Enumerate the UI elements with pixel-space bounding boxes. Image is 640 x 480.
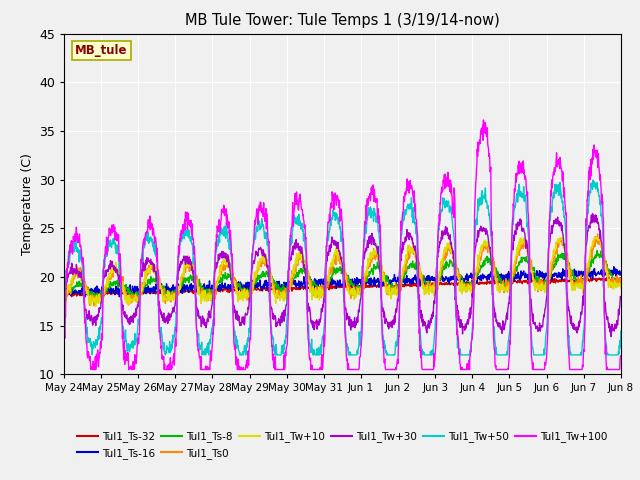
Tul1_Tw+10 [60, 295, 68, 301]
Tul1_Ts-16 [60, 289, 68, 295]
Line: Tul1_Ts-8: Tul1_Ts-8 [64, 251, 621, 300]
Tul1_Ts-8 [171, 288, 179, 293]
Tul1_Tw+30 [502, 320, 509, 326]
Tul1_Ts-32 [68, 294, 76, 300]
Tul1_Ts-16 [171, 284, 179, 290]
Line: Tul1_Ts0: Tul1_Ts0 [64, 234, 621, 306]
Tul1_Tw+10 [184, 264, 192, 270]
Tul1_Tw+100 [479, 117, 487, 123]
Tul1_Ts0 [502, 276, 509, 282]
Tul1_Tw+10 [246, 288, 254, 294]
Tul1_Ts-16 [246, 283, 254, 289]
Tul1_Ts-8 [60, 294, 68, 300]
Tul1_Tw+100 [184, 210, 192, 216]
Tul1_Ts-32 [551, 276, 559, 282]
Tul1_Ts-32 [605, 274, 612, 280]
Tul1_Ts-8 [246, 284, 254, 290]
Tul1_Tw+50 [246, 312, 254, 318]
Tul1_Ts0 [429, 285, 437, 290]
Tul1_Ts-32 [246, 288, 254, 293]
Tul1_Tw+100 [552, 165, 559, 171]
Tul1_Ts-32 [502, 278, 509, 284]
Tul1_Ts0 [60, 295, 68, 301]
Tul1_Tw+50 [589, 177, 596, 183]
Tul1_Tw+30 [551, 220, 559, 226]
Tul1_Ts-16 [63, 297, 70, 303]
Tul1_Ts0 [90, 303, 98, 309]
Tul1_Ts-16 [617, 270, 625, 276]
Tul1_Ts-8 [61, 297, 68, 302]
Tul1_Ts-8 [617, 276, 625, 282]
Tul1_Tw+30 [60, 301, 68, 307]
Tul1_Tw+30 [617, 296, 625, 302]
Tul1_Ts-16 [184, 285, 192, 291]
Line: Tul1_Tw+30: Tul1_Tw+30 [64, 214, 621, 336]
Tul1_Tw+30 [589, 211, 596, 216]
Tul1_Ts-16 [502, 273, 509, 278]
Tul1_Tw+50 [60, 331, 68, 337]
Tul1_Ts-8 [184, 275, 192, 280]
Tul1_Tw+30 [184, 255, 191, 261]
Tul1_Tw+10 [518, 235, 525, 241]
Legend: Tul1_Ts-32, Tul1_Ts-16, Tul1_Ts-8, Tul1_Ts0, Tul1_Tw+10, Tul1_Tw+30, Tul1_Tw+50,: Tul1_Ts-32, Tul1_Ts-16, Tul1_Ts-8, Tul1_… [73, 427, 612, 463]
Tul1_Tw+30 [607, 334, 615, 339]
Tul1_Tw+100 [87, 367, 95, 372]
Tul1_Tw+30 [429, 310, 436, 315]
Tul1_Tw+10 [502, 286, 509, 291]
Line: Tul1_Tw+50: Tul1_Tw+50 [64, 180, 621, 355]
Tul1_Ts0 [246, 290, 254, 296]
Tul1_Ts-32 [184, 289, 192, 295]
Tul1_Tw+10 [92, 304, 100, 310]
Title: MB Tule Tower: Tule Temps 1 (3/19/14-now): MB Tule Tower: Tule Temps 1 (3/19/14-now… [185, 13, 500, 28]
Tul1_Ts-32 [429, 281, 437, 287]
Tul1_Tw+100 [617, 353, 625, 359]
Tul1_Tw+50 [551, 181, 559, 187]
Tul1_Tw+50 [171, 327, 179, 333]
Line: Tul1_Ts-32: Tul1_Ts-32 [64, 277, 621, 297]
Tul1_Ts-8 [429, 284, 437, 289]
Tul1_Tw+100 [171, 355, 179, 360]
Line: Tul1_Tw+100: Tul1_Tw+100 [64, 120, 621, 370]
Tul1_Tw+50 [502, 352, 509, 358]
Tul1_Ts-16 [551, 270, 559, 276]
Tul1_Tw+50 [429, 352, 437, 358]
Tul1_Ts-8 [593, 248, 601, 253]
Tul1_Tw+50 [617, 328, 625, 334]
Tul1_Tw+100 [429, 367, 437, 372]
Tul1_Ts0 [184, 264, 192, 270]
Tul1_Tw+30 [246, 293, 254, 299]
Tul1_Ts0 [551, 249, 559, 255]
Tul1_Ts-32 [617, 275, 625, 281]
Tul1_Tw+10 [617, 285, 625, 291]
Tul1_Ts-8 [502, 282, 509, 288]
Tul1_Tw+10 [552, 245, 559, 251]
Tul1_Tw+50 [88, 352, 96, 358]
Tul1_Tw+100 [502, 367, 510, 372]
Tul1_Ts-16 [429, 277, 437, 283]
Tul1_Ts-32 [60, 290, 68, 296]
Tul1_Tw+100 [60, 340, 68, 346]
Text: MB_tule: MB_tule [75, 44, 127, 57]
Tul1_Ts0 [594, 231, 602, 237]
Tul1_Tw+30 [170, 307, 178, 312]
Tul1_Ts-32 [171, 289, 179, 295]
Line: Tul1_Ts-16: Tul1_Ts-16 [64, 267, 621, 300]
Tul1_Ts0 [171, 296, 179, 301]
Tul1_Ts0 [617, 283, 625, 288]
Tul1_Ts-8 [551, 261, 559, 266]
Line: Tul1_Tw+10: Tul1_Tw+10 [64, 238, 621, 307]
Tul1_Tw+10 [171, 296, 179, 302]
Y-axis label: Temperature (C): Temperature (C) [20, 153, 33, 255]
Tul1_Tw+50 [184, 234, 192, 240]
Tul1_Tw+10 [429, 284, 437, 289]
Tul1_Ts-16 [610, 264, 618, 270]
Tul1_Tw+100 [246, 336, 254, 342]
